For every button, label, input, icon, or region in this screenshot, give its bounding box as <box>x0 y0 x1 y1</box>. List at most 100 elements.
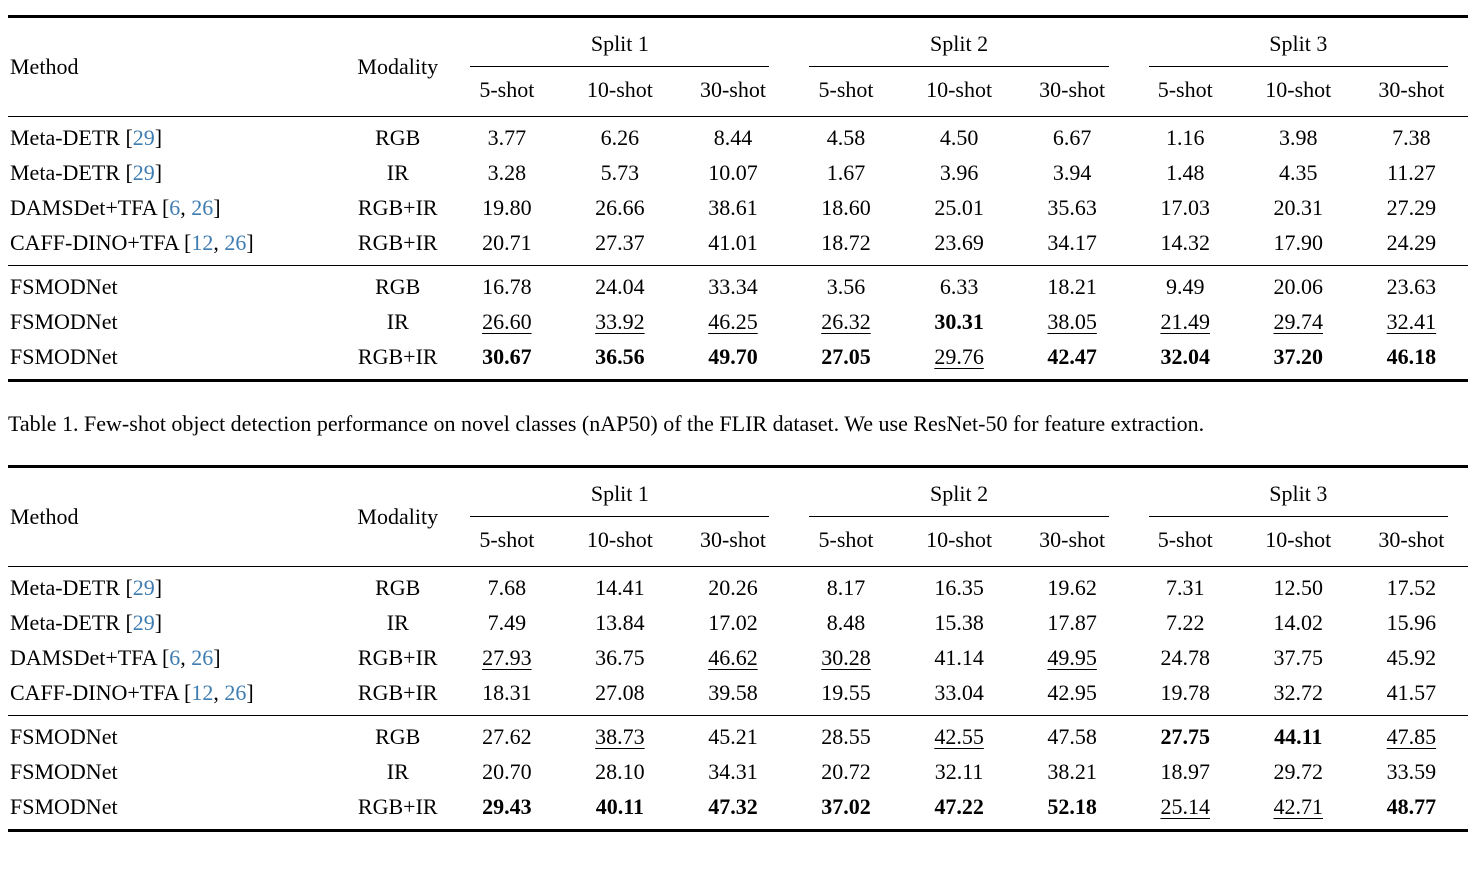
value-cell: 17.87 <box>1047 610 1097 635</box>
method-cell: Meta-DETR [29] <box>10 125 163 150</box>
col-header-split-3: Split 3 <box>1129 467 1468 518</box>
table-row: FSMODNet RGB 27.62 38.73 45.21 28.55 42.55 47.5… <box>8 716 1468 756</box>
citation-link[interactable]: 29 <box>132 610 155 635</box>
value-cell: 18.60 <box>821 195 871 220</box>
value-cell: 14.02 <box>1273 610 1324 635</box>
value-cell: 27.29 <box>1386 195 1437 220</box>
header-row-splits: Method Modality Split 1 Split 2 Split 3 <box>8 17 1468 79</box>
value-cell: 26.66 <box>595 195 645 220</box>
value-cell: 38.05 <box>1047 309 1097 334</box>
col-header-method: Method <box>10 54 79 79</box>
value-cell: 6.26 <box>600 125 640 150</box>
value-cell: 18.31 <box>482 680 532 705</box>
value-cell: 10.07 <box>708 160 758 185</box>
col-header-30-shot-split-1: 30-shot <box>699 77 766 102</box>
value-cell: 7.31 <box>1165 575 1205 600</box>
method-cell: FSMODNet <box>8 266 345 306</box>
col-header-30-shot-split-1: 30-shot <box>699 527 766 552</box>
value-cell: 33.34 <box>708 274 758 299</box>
citation-link[interactable]: 6 <box>169 645 181 670</box>
value-cell: 41.14 <box>934 645 984 670</box>
method-name: FSMODNet <box>10 344 118 369</box>
value-cell: 17.52 <box>1386 575 1437 600</box>
value-cell: 47.58 <box>1047 724 1097 749</box>
citation-link[interactable]: 12 <box>191 680 214 705</box>
value-cell: 41.01 <box>708 230 758 255</box>
modality-cell: RGB+IR <box>357 680 438 705</box>
value-cell: 47.32 <box>708 794 758 819</box>
value-cell: 14.41 <box>595 575 645 600</box>
value-cell: 35.63 <box>1047 195 1097 220</box>
modality-cell: RGB+IR <box>357 344 438 369</box>
results-table-1: Method Modality Split 1 Split 2 Split 3 5-sho… <box>8 15 1468 382</box>
col-header-10-shot-split-1: 10-shot <box>586 77 653 102</box>
modality-cell: IR <box>386 160 409 185</box>
col-header-modality: Modality <box>357 504 439 529</box>
method-cell: CAFF-DINO+TFA [12, 26] <box>10 230 254 255</box>
col-header-10-shot-split-2: 10-shot <box>926 527 993 552</box>
citation-link[interactable]: 29 <box>132 575 155 600</box>
value-cell: 7.38 <box>1392 125 1431 150</box>
value-cell: 32.04 <box>1160 344 1210 369</box>
value-cell: 24.29 <box>1386 230 1437 255</box>
citation-link[interactable]: 29 <box>132 125 155 150</box>
value-cell: 20.31 <box>1273 195 1324 220</box>
col-header-5-shot-split-2: 5-shot <box>818 527 874 552</box>
value-cell: 47.22 <box>934 794 984 819</box>
citation-link[interactable]: 26 <box>224 680 247 705</box>
value-cell: 34.17 <box>1047 230 1097 255</box>
value-cell: 1.48 <box>1165 160 1205 185</box>
value-cell: 20.70 <box>482 759 532 784</box>
citation-link[interactable]: 26 <box>224 230 247 255</box>
table-row: FSMODNet IR 20.70 28.10 34.31 20.72 32.11 38.21… <box>8 755 1468 790</box>
citation-link[interactable]: 26 <box>191 195 214 220</box>
value-cell: 17.90 <box>1273 230 1324 255</box>
value-cell: 14.32 <box>1160 230 1210 255</box>
table-row: Meta-DETR [29] RGB 3.77 6.26 8.44 4.58 4.50 6.6… <box>8 117 1468 157</box>
value-cell: 24.78 <box>1160 645 1210 670</box>
col-header-split-1: Split 1 <box>450 467 789 518</box>
value-cell: 32.41 <box>1386 309 1437 334</box>
value-cell: 1.16 <box>1165 125 1205 150</box>
value-cell: 20.71 <box>482 230 532 255</box>
citation-link[interactable]: 12 <box>191 230 214 255</box>
col-header-split-3: Split 3 <box>1129 17 1468 68</box>
value-cell: 5.73 <box>600 160 640 185</box>
value-cell: 39.58 <box>708 680 758 705</box>
table-row: DAMSDet+TFA [6, 26] RGB+IR 27.93 36.75 46.62… <box>8 641 1468 676</box>
method-cell: DAMSDet+TFA [6, 26] <box>10 645 221 670</box>
value-cell: 3.56 <box>826 274 866 299</box>
value-cell: 20.06 <box>1273 274 1324 299</box>
value-cell: 15.38 <box>934 610 984 635</box>
table-header: Method Modality Split 1 Split 2 Split 3 5-sho… <box>8 17 1468 117</box>
value-cell: 27.05 <box>821 344 871 369</box>
value-cell: 27.62 <box>482 724 532 749</box>
value-cell: 23.63 <box>1386 274 1437 299</box>
value-cell: 37.02 <box>821 794 871 819</box>
method-name: CAFF-DINO+TFA <box>10 230 179 255</box>
table-header: Method Modality Split 1 Split 2 Split 3 5-sho… <box>8 467 1468 567</box>
table-row: FSMODNet RGB+IR 30.67 36.56 49.70 27.05 29.76 4… <box>8 340 1468 381</box>
value-cell: 23.69 <box>934 230 984 255</box>
table-row: Meta-DETR [29] IR 3.28 5.73 10.07 1.67 3.96 3.9… <box>8 156 1468 191</box>
method-cell: CAFF-DINO+TFA [12, 26] <box>10 680 254 705</box>
value-cell: 29.76 <box>934 344 984 369</box>
table-row: DAMSDet+TFA [6, 26] RGB+IR 19.80 26.66 38.61… <box>8 191 1468 226</box>
value-cell: 9.49 <box>1165 274 1205 299</box>
method-name: Meta-DETR <box>10 575 120 600</box>
citation-link[interactable]: 6 <box>169 195 181 220</box>
col-header-split-1: Split 1 <box>450 17 789 68</box>
value-cell: 47.85 <box>1386 724 1437 749</box>
value-cell: 45.92 <box>1386 645 1437 670</box>
method-name: Meta-DETR <box>10 160 120 185</box>
modality-cell: RGB <box>375 724 421 749</box>
value-cell: 42.71 <box>1273 794 1324 819</box>
value-cell: 6.67 <box>1052 125 1092 150</box>
col-header-30-shot-split-3: 30-shot <box>1378 77 1445 102</box>
col-header-5-shot-split-3: 5-shot <box>1157 77 1213 102</box>
method-name: DAMSDet+TFA <box>10 645 157 670</box>
value-cell: 3.98 <box>1279 125 1318 150</box>
citation-link[interactable]: 29 <box>132 160 155 185</box>
citation-link[interactable]: 26 <box>191 645 214 670</box>
table-row: FSMODNet RGB+IR 29.43 40.11 47.32 37.02 47.22 5… <box>8 790 1468 831</box>
